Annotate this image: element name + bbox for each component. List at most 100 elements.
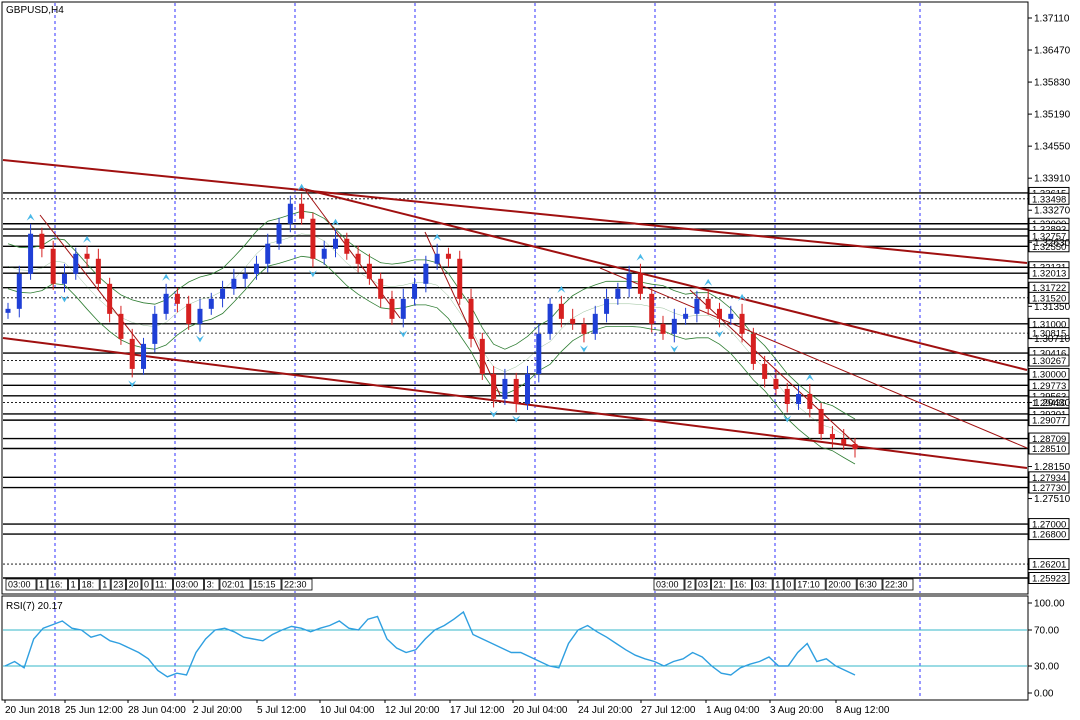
candle-body (547, 303, 553, 334)
fractal-down-marker (579, 345, 588, 353)
candle-body (107, 283, 113, 314)
time-marker-box (695, 578, 711, 591)
level-tag (1028, 442, 1070, 455)
candle-body (366, 263, 372, 279)
price-tick-label: 1.27510 (1034, 494, 1071, 505)
candle-body (807, 393, 813, 409)
time-marker-label: 18: (82, 580, 95, 590)
time-marker-box (731, 578, 753, 591)
fractal-down-marker (308, 270, 317, 278)
candle-body (728, 313, 734, 319)
band-middle (7, 233, 856, 442)
level-tag-label: 1.27934 (1032, 473, 1066, 484)
time-marker-label: 03:00 (8, 580, 31, 590)
time-marker-label: 16: (734, 580, 747, 590)
x-tick-label: 25 Jun 12:00 (65, 705, 123, 716)
time-marker-label: 20:00 (828, 580, 851, 590)
candle-body (558, 303, 564, 319)
candle-body (174, 293, 180, 304)
candle-body (694, 298, 700, 314)
level-tag (1028, 192, 1070, 205)
level-tag (1028, 572, 1070, 584)
price-tick-label: 1.35190 (1034, 110, 1071, 121)
level-tag-label: 1.32757 (1032, 231, 1066, 242)
time-marker-box (783, 578, 795, 591)
candle-body (536, 333, 542, 374)
x-tick-label: 28 Jun 04:00 (128, 705, 186, 716)
candle-body (389, 298, 395, 319)
candle-body (852, 443, 858, 450)
level-tag (1028, 354, 1070, 367)
horizontal-levels[interactable]: 1.336151.334981.330001.328931.327571.325… (3, 186, 1070, 585)
level-tag-label: 1.27730 (1032, 483, 1066, 494)
level-tag-label: 1.30267 (1032, 356, 1066, 367)
time-marker-label: 0 (786, 580, 791, 590)
time-marker-label: 22:30 (284, 580, 307, 590)
time-marker-label: 16: (50, 580, 63, 590)
candle-body (276, 223, 282, 244)
candle-body (750, 333, 756, 364)
candle-body (705, 298, 711, 309)
time-marker-label: 21: (713, 580, 726, 590)
price-tick-label: 1.37110 (1034, 14, 1070, 25)
candle-body (818, 408, 824, 434)
level-tag (1028, 327, 1070, 340)
trend-lines[interactable] (2, 159, 1028, 469)
candle-body (333, 238, 339, 249)
fractal-down-marker (670, 345, 679, 353)
time-marker-box (47, 578, 69, 591)
time-marker-label: 17:10 (797, 580, 820, 590)
level-tag (1028, 267, 1070, 280)
fractal-up-marker (83, 235, 92, 243)
level-tag (1028, 481, 1070, 494)
candle-body (773, 378, 779, 389)
candle-body (129, 338, 135, 369)
price-tick-label: 1.36470 (1034, 46, 1071, 57)
candle-body (592, 313, 598, 334)
candle-body (683, 313, 689, 319)
candle-body (626, 273, 632, 289)
candle-body (321, 248, 327, 259)
level-tag-label: 1.29773 (1032, 381, 1066, 392)
time-marker-box (711, 578, 732, 591)
trend-line (39, 214, 146, 351)
candle-body (73, 253, 79, 274)
time-marker-label: 03:00 (176, 580, 199, 590)
candle-body (242, 273, 248, 279)
candle-body (231, 278, 237, 289)
price-tick-label: 1.34550 (1034, 142, 1071, 153)
fractal-down-marker (195, 335, 204, 343)
candle-body (841, 438, 847, 444)
candle-body (716, 308, 722, 319)
level-tag-label: 1.32013 (1032, 269, 1066, 280)
bollinger-bands (7, 210, 856, 465)
candle-body (208, 298, 214, 309)
fractal-down-marker (489, 410, 498, 418)
candle-body (28, 233, 34, 274)
candle-body (355, 253, 361, 264)
fractal-up-marker (26, 213, 35, 221)
time-marker-label: 15:15 (253, 580, 276, 590)
candle-body (287, 203, 293, 224)
level-tag (1028, 414, 1070, 427)
candle-body (186, 303, 192, 324)
time-marker-box (126, 578, 142, 591)
candle-body (660, 323, 666, 334)
time-marker-box (110, 578, 126, 591)
time-marker-label: 20 (129, 580, 139, 590)
time-marker-label: 1 (39, 580, 44, 590)
level-tag (1028, 558, 1070, 571)
band-upper (7, 210, 856, 420)
time-marker-box (856, 578, 883, 591)
candle-body (796, 393, 802, 404)
level-tag-label: 1.30815 (1032, 329, 1066, 340)
x-tick-label: 8 Aug 12:00 (836, 705, 890, 716)
candle-body (649, 293, 655, 324)
candle-body (163, 293, 169, 314)
time-marker-label: 1 (102, 580, 107, 590)
trend-line (299, 187, 1028, 371)
time-marker-box (36, 578, 48, 591)
price-tick-label: 1.33910 (1034, 174, 1071, 185)
x-tick-label: 1 Aug 04:00 (706, 705, 760, 716)
